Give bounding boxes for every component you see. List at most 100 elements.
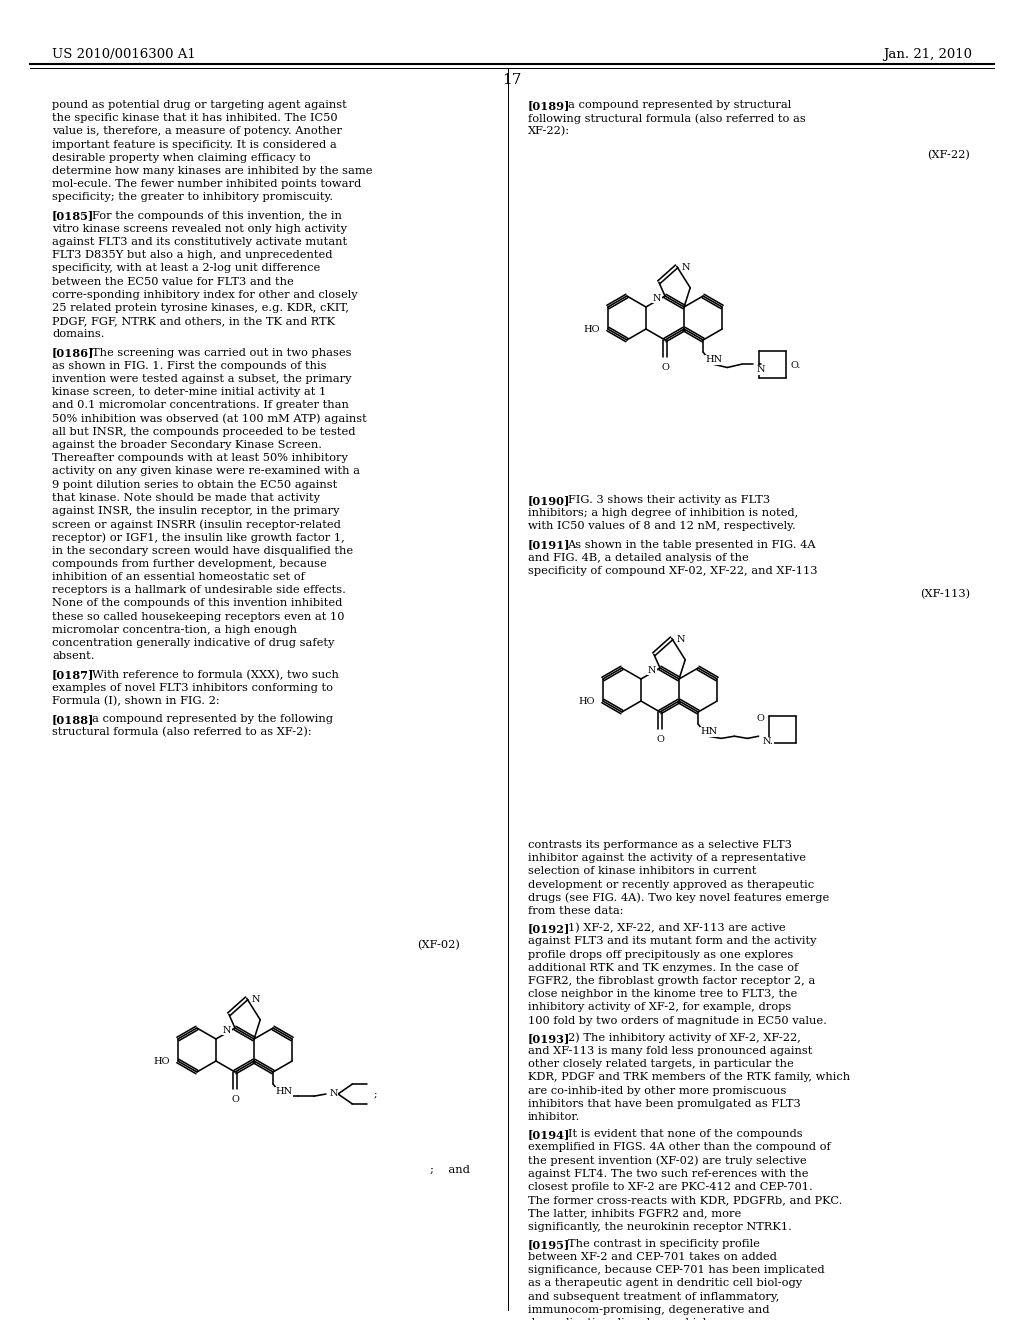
Text: As shown in the table presented in FIG. 4A: As shown in the table presented in FIG. …: [567, 540, 816, 549]
Text: 17: 17: [503, 73, 521, 87]
Text: (XF-22): (XF-22): [927, 149, 970, 160]
Text: FIG. 3 shows their activity as FLT3: FIG. 3 shows their activity as FLT3: [567, 495, 770, 506]
Text: a compound represented by the following: a compound represented by the following: [91, 714, 333, 723]
Text: structural formula (also referred to as XF-2):: structural formula (also referred to as …: [52, 727, 311, 738]
Text: desirable property when claiming efficacy to: desirable property when claiming efficac…: [52, 153, 310, 162]
Text: these so called housekeeping receptors even at 10: these so called housekeeping receptors e…: [52, 611, 344, 622]
Text: between the EC50 value for FLT3 and the: between the EC50 value for FLT3 and the: [52, 277, 294, 286]
Text: immunocom-promising, degenerative and: immunocom-promising, degenerative and: [528, 1304, 769, 1315]
Text: additional RTK and TK enzymes. In the case of: additional RTK and TK enzymes. In the ca…: [528, 962, 799, 973]
Text: [0186]: [0186]: [52, 347, 94, 359]
Text: 100 fold by two orders of magnitude in EC50 value.: 100 fold by two orders of magnitude in E…: [528, 1015, 826, 1026]
Text: absent.: absent.: [52, 651, 94, 661]
Text: important feature is specificity. It is considered a: important feature is specificity. It is …: [52, 140, 337, 149]
Text: For the compounds of this invention, the in: For the compounds of this invention, the…: [91, 211, 341, 220]
Text: Jan. 21, 2010: Jan. 21, 2010: [883, 48, 972, 61]
Text: 50% inhibition was observed (at 100 mM ATP) against: 50% inhibition was observed (at 100 mM A…: [52, 413, 367, 424]
Text: against FLT3 and its constitutively activate mutant: against FLT3 and its constitutively acti…: [52, 238, 347, 247]
Text: against FLT4. The two such ref-erences with the: against FLT4. The two such ref-erences w…: [528, 1168, 809, 1179]
Text: None of the compounds of this invention inhibited: None of the compounds of this invention …: [52, 598, 342, 609]
Text: as shown in FIG. 1. First the compounds of this: as shown in FIG. 1. First the compounds …: [52, 360, 327, 371]
Text: HO: HO: [579, 697, 595, 705]
Text: PDGF, FGF, NTRK and others, in the TK and RTK: PDGF, FGF, NTRK and others, in the TK an…: [52, 317, 335, 326]
Text: mol-ecule. The fewer number inhibited points toward: mol-ecule. The fewer number inhibited po…: [52, 180, 361, 189]
Text: contrasts its performance as a selective FLT3: contrasts its performance as a selective…: [528, 840, 792, 850]
Text: N: N: [652, 294, 662, 302]
Text: all but INSR, the compounds proceeded to be tested: all but INSR, the compounds proceeded to…: [52, 426, 355, 437]
Text: and FIG. 4B, a detailed analysis of the: and FIG. 4B, a detailed analysis of the: [528, 553, 749, 562]
Text: N: N: [677, 635, 685, 644]
Text: inhibitor against the activity of a representative: inhibitor against the activity of a repr…: [528, 853, 806, 863]
Text: the specific kinase that it has inhibited. The IC50: the specific kinase that it has inhibite…: [52, 114, 338, 123]
Text: determine how many kinases are inhibited by the same: determine how many kinases are inhibited…: [52, 166, 373, 176]
Text: as a therapeutic agent in dendritic cell biol-ogy: as a therapeutic agent in dendritic cell…: [528, 1278, 802, 1288]
Text: (XF-02): (XF-02): [417, 940, 460, 950]
Text: significantly, the neurokinin receptor NTRK1.: significantly, the neurokinin receptor N…: [528, 1221, 792, 1232]
Text: with IC50 values of 8 and 12 nM, respectively.: with IC50 values of 8 and 12 nM, respect…: [528, 521, 796, 532]
Text: selection of kinase inhibitors in current: selection of kinase inhibitors in curren…: [528, 866, 757, 876]
Text: O: O: [662, 363, 669, 372]
Text: Formula (I), shown in FIG. 2:: Formula (I), shown in FIG. 2:: [52, 696, 219, 706]
Text: O: O: [757, 714, 764, 722]
Text: KDR, PDGF and TRK members of the RTK family, which: KDR, PDGF and TRK members of the RTK fam…: [528, 1072, 850, 1082]
Text: significance, because CEP-701 has been implicated: significance, because CEP-701 has been i…: [528, 1265, 824, 1275]
Text: between XF-2 and CEP-701 takes on added: between XF-2 and CEP-701 takes on added: [528, 1251, 777, 1262]
Text: It is evident that none of the compounds: It is evident that none of the compounds: [567, 1129, 802, 1139]
Text: N: N: [647, 665, 656, 675]
Text: inhibitory activity of XF-2, for example, drops: inhibitory activity of XF-2, for example…: [528, 1002, 792, 1012]
Text: N: N: [682, 263, 690, 272]
Text: HN: HN: [706, 355, 723, 364]
Text: exemplified in FIGS. 4A other than the compound of: exemplified in FIGS. 4A other than the c…: [528, 1142, 830, 1152]
Text: N: N: [757, 366, 765, 375]
Text: micromolar concentra-tion, a high enough: micromolar concentra-tion, a high enough: [52, 624, 297, 635]
Text: close neighbor in the kinome tree to FLT3, the: close neighbor in the kinome tree to FLT…: [528, 989, 798, 999]
Text: compounds from further development, because: compounds from further development, beca…: [52, 558, 327, 569]
Text: The former cross-reacts with KDR, PDGFRb, and PKC.: The former cross-reacts with KDR, PDGFRb…: [528, 1195, 843, 1205]
Text: HN: HN: [700, 727, 718, 737]
Text: [0187]: [0187]: [52, 669, 94, 680]
Text: inhibition of an essential homeostatic set of: inhibition of an essential homeostatic s…: [52, 572, 305, 582]
Text: [0194]: [0194]: [528, 1129, 570, 1140]
Text: 2) The inhibitory activity of XF-2, XF-22,: 2) The inhibitory activity of XF-2, XF-2…: [567, 1032, 801, 1043]
Text: inhibitors; a high degree of inhibition is noted,: inhibitors; a high degree of inhibition …: [528, 508, 799, 519]
Text: and subsequent treatment of inflammatory,: and subsequent treatment of inflammatory…: [528, 1291, 779, 1302]
Text: that kinase. Note should be made that activity: that kinase. Note should be made that ac…: [52, 492, 319, 503]
Text: following structural formula (also referred to as: following structural formula (also refer…: [528, 114, 806, 124]
Text: invention were tested against a subset, the primary: invention were tested against a subset, …: [52, 374, 351, 384]
Text: The screening was carried out in two phases: The screening was carried out in two pha…: [91, 347, 351, 358]
Text: the present invention (XF-02) are truly selective: the present invention (XF-02) are truly …: [528, 1155, 807, 1166]
Text: corre-sponding inhibitory index for other and closely: corre-sponding inhibitory index for othe…: [52, 290, 357, 300]
Text: Thereafter compounds with at least 50% inhibitory: Thereafter compounds with at least 50% i…: [52, 453, 348, 463]
Text: O.: O.: [791, 362, 801, 371]
Text: activity on any given kinase were re-examined with a: activity on any given kinase were re-exa…: [52, 466, 360, 477]
Text: N.: N.: [763, 738, 773, 746]
Text: [0185]: [0185]: [52, 211, 94, 222]
Text: The contrast in specificity profile: The contrast in specificity profile: [567, 1238, 760, 1249]
Text: FGFR2, the fibroblast growth factor receptor 2, a: FGFR2, the fibroblast growth factor rece…: [528, 975, 815, 986]
Text: O: O: [656, 735, 664, 743]
Text: With reference to formula (XXX), two such: With reference to formula (XXX), two suc…: [91, 669, 338, 680]
Text: from these data:: from these data:: [528, 906, 624, 916]
Text: 1) XF-2, XF-22, and XF-113 are active: 1) XF-2, XF-22, and XF-113 are active: [567, 923, 785, 933]
Text: against INSR, the insulin receptor, in the primary: against INSR, the insulin receptor, in t…: [52, 506, 340, 516]
Text: and 0.1 micromolar concentrations. If greater than: and 0.1 micromolar concentrations. If gr…: [52, 400, 349, 411]
Text: FLT3 D835Y but also a high, and unprecedented: FLT3 D835Y but also a high, and unpreced…: [52, 251, 333, 260]
Text: screen or against INSRR (insulin receptor-related: screen or against INSRR (insulin recepto…: [52, 519, 341, 529]
Text: against the broader Secondary Kinase Screen.: against the broader Secondary Kinase Scr…: [52, 440, 322, 450]
Text: development or recently approved as therapeutic: development or recently approved as ther…: [528, 879, 814, 890]
Text: inhibitor.: inhibitor.: [528, 1111, 581, 1122]
Text: [0192]: [0192]: [528, 923, 570, 935]
Text: 25 related protein tyrosine kinases, e.g. KDR, cKIT,: 25 related protein tyrosine kinases, e.g…: [52, 304, 349, 313]
Text: are co-inhib-ited by other more promiscuous: are co-inhib-ited by other more promiscu…: [528, 1085, 786, 1096]
Text: HO: HO: [154, 1056, 170, 1065]
Text: closest profile to XF-2 are PKC-412 and CEP-701.: closest profile to XF-2 are PKC-412 and …: [528, 1181, 813, 1192]
Text: vitro kinase screens revealed not only high activity: vitro kinase screens revealed not only h…: [52, 224, 347, 234]
Text: demyelinating disorders, which: demyelinating disorders, which: [528, 1317, 710, 1320]
Text: US 2010/0016300 A1: US 2010/0016300 A1: [52, 48, 196, 61]
Text: N: N: [222, 1026, 231, 1035]
Text: XF-22):: XF-22):: [528, 127, 570, 137]
Text: N: N: [329, 1089, 338, 1098]
Text: HO: HO: [584, 325, 600, 334]
Text: concentration generally indicative of drug safety: concentration generally indicative of dr…: [52, 638, 335, 648]
Text: 9 point dilution series to obtain the EC50 against: 9 point dilution series to obtain the EC…: [52, 479, 337, 490]
